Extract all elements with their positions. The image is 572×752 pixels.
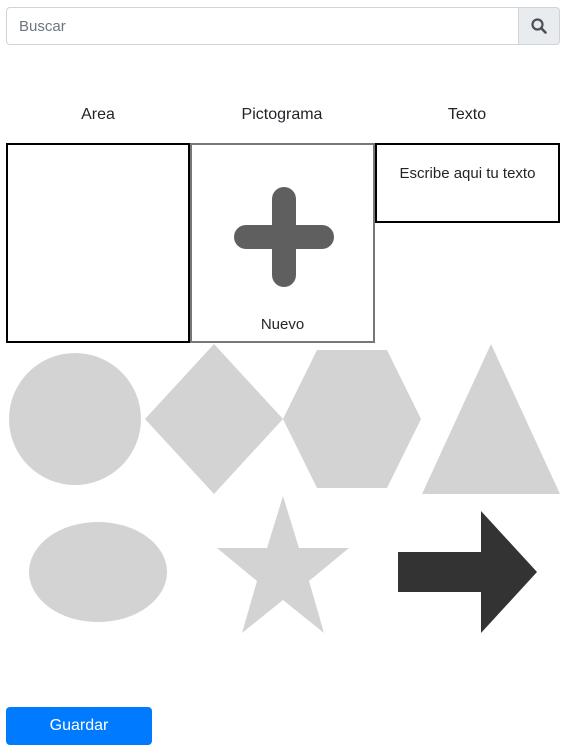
text-tool-label: Escribe aqui tu texto	[399, 165, 536, 182]
text-tool[interactable]: Escribe aqui tu texto	[375, 143, 560, 223]
area-tool[interactable]	[6, 143, 190, 343]
search-icon	[531, 18, 547, 34]
arrow-shape[interactable]	[398, 511, 537, 633]
text-column-label: Texto	[447, 106, 487, 123]
search-button[interactable]	[518, 7, 560, 45]
save-button[interactable]: Guardar	[6, 707, 152, 745]
star-shape[interactable]	[217, 496, 349, 633]
search-bar	[6, 7, 560, 45]
pictogram-column-label: Pictograma	[241, 106, 323, 123]
plus-icon	[234, 187, 334, 287]
circle-shape[interactable]	[9, 353, 141, 485]
diamond-shape[interactable]	[145, 344, 283, 494]
triangle-shape[interactable]	[422, 344, 560, 494]
pictogram-tool[interactable]: Nuevo	[190, 143, 375, 343]
hexagon-shape[interactable]	[283, 350, 421, 488]
area-column-label: Area	[81, 106, 115, 123]
search-input[interactable]	[6, 7, 518, 45]
ellipse-shape[interactable]	[29, 522, 167, 622]
pictogram-label: Nuevo	[260, 316, 305, 333]
